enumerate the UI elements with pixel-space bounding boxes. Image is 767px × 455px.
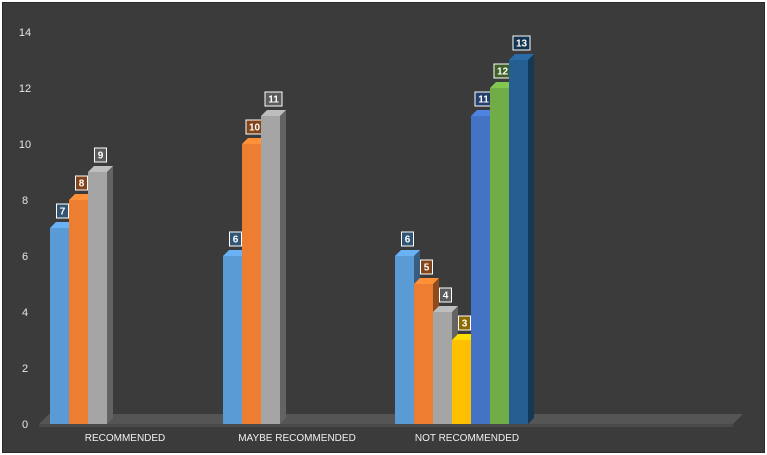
bar-top [509, 54, 534, 60]
data-label: 5 [424, 263, 430, 274]
y-tick-label: 2 [22, 363, 28, 375]
bar-front [414, 284, 433, 424]
bar-side [107, 166, 113, 424]
chart-floor-edge [39, 424, 733, 427]
bar-front [50, 228, 69, 424]
y-tick-label: 6 [22, 251, 28, 263]
data-label: 10 [249, 123, 261, 134]
data-label: 6 [405, 235, 411, 246]
bar-front [69, 200, 88, 424]
data-label-box [94, 147, 107, 163]
data-label: 6 [233, 235, 239, 246]
y-tick-label: 14 [19, 27, 31, 39]
data-label: 3 [462, 319, 468, 330]
data-label: 9 [98, 151, 104, 162]
data-label-box [439, 287, 452, 303]
data-label: 11 [478, 95, 489, 106]
bar-front [88, 172, 107, 424]
bar-top [242, 138, 267, 144]
bar-front [433, 312, 452, 424]
bar-side [280, 110, 286, 424]
y-tick-label: 8 [22, 195, 28, 207]
bar-front [242, 144, 261, 424]
y-tick-label: 12 [19, 83, 31, 95]
data-label-box [458, 315, 471, 331]
bar-chart: 0 2 4 6 8 10 12 14 RECOMMENDED MAYBE RECOMMENDED N… [19, 27, 743, 444]
bar-top [50, 222, 75, 228]
bar-front [509, 60, 528, 424]
bar-top [490, 82, 515, 88]
bar-top [452, 334, 477, 340]
bar-front [490, 88, 509, 424]
data-label-box [229, 231, 242, 247]
y-tick-label: 10 [19, 139, 31, 151]
bar-front [471, 116, 490, 424]
x-category-label: NOT RECOMMENDED [415, 433, 519, 444]
bar-top [88, 166, 113, 172]
bar-top [433, 306, 458, 312]
data-label: 12 [497, 67, 509, 78]
data-label-box [56, 203, 69, 219]
data-label-box [401, 231, 414, 247]
data-label: 13 [516, 39, 528, 50]
bar-side [528, 54, 534, 424]
bar-front [395, 256, 414, 424]
bar-top [395, 250, 420, 256]
chart-floor [39, 414, 743, 424]
bar-top [69, 194, 94, 200]
data-label-box [264, 91, 283, 107]
x-category-label: MAYBE RECOMMENDED [238, 433, 356, 444]
data-label-box [512, 35, 531, 51]
bar-front [452, 340, 471, 424]
bar-top [223, 250, 248, 256]
data-label-box [420, 259, 433, 275]
bar [509, 54, 534, 424]
data-label: 11 [268, 95, 279, 106]
data-label: 4 [443, 291, 449, 302]
data-label-box [75, 175, 88, 191]
data-label: 7 [60, 207, 66, 218]
bar [88, 166, 113, 424]
data-label: 8 [79, 179, 85, 190]
bar-top [261, 110, 286, 116]
bar-top [471, 110, 496, 116]
y-tick-label: 0 [22, 419, 28, 431]
x-category-label: RECOMMENDED [85, 433, 166, 444]
bar-front [223, 256, 242, 424]
y-tick-label: 4 [22, 307, 28, 319]
bar-top [414, 278, 439, 284]
bar-front [261, 116, 280, 424]
bar [261, 110, 286, 424]
